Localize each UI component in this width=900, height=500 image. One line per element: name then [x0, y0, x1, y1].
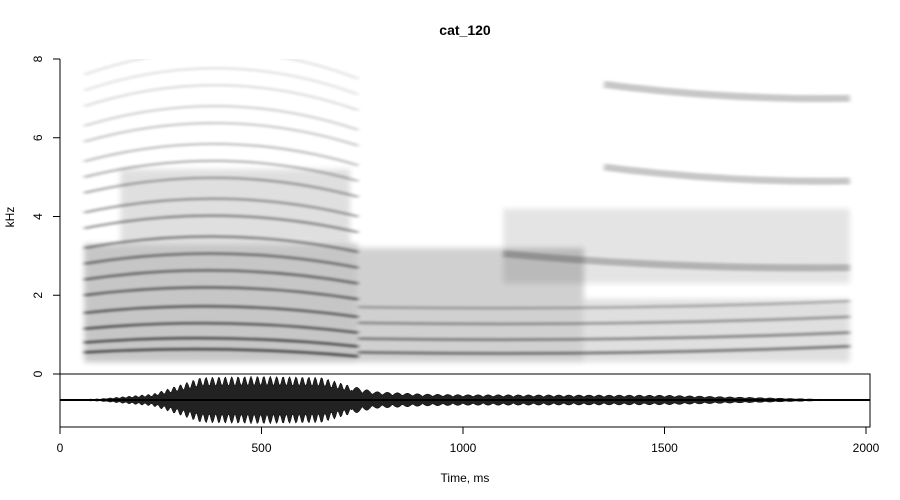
harmonic-band	[84, 348, 359, 358]
harmonic-band	[83, 235, 359, 254]
x-tick-label: 1500	[651, 441, 678, 455]
y-axis-label: kHz	[3, 207, 17, 228]
harmonic-band	[83, 159, 359, 183]
harmonic-band	[358, 299, 850, 310]
spectrogram-area	[83, 59, 850, 363]
harmonic-band	[84, 305, 359, 319]
y-axis: 0 2 4 6 8	[31, 55, 61, 377]
harmonic-band	[84, 252, 359, 269]
harmonic-band	[83, 176, 359, 198]
harmonic-band	[83, 121, 359, 147]
y-tick-label: 4	[31, 213, 45, 220]
harmonic-band	[83, 104, 359, 131]
harmonic-band	[84, 322, 359, 334]
y-tick-label: 6	[31, 134, 45, 141]
harmonic-band	[83, 197, 359, 218]
energy-region	[503, 208, 850, 284]
harmonic-band	[83, 214, 359, 234]
harmonic-band	[83, 142, 359, 167]
chart-title: cat_120	[439, 22, 491, 38]
y-tick-label: 8	[31, 55, 45, 62]
harmonic-band	[84, 286, 359, 301]
oscillogram-area	[60, 375, 870, 425]
x-axis: 0 500 1000 1500 2000	[57, 426, 880, 455]
formant-band	[603, 163, 850, 185]
harmonic-band	[84, 337, 359, 348]
x-tick-label: 500	[251, 441, 271, 455]
formant-band	[502, 250, 850, 272]
harmonic-band	[83, 84, 359, 112]
harmonic-band	[83, 59, 359, 80]
formant-band	[603, 80, 850, 103]
harmonic-band	[84, 269, 359, 285]
harmonic-band	[358, 331, 850, 342]
harmonic-band	[358, 345, 850, 355]
x-tick-label: 2000	[853, 441, 880, 455]
x-tick-label: 1000	[450, 441, 477, 455]
x-axis-label: Time, ms	[441, 471, 490, 485]
harmonic-band	[358, 315, 850, 326]
harmonic-band	[83, 67, 359, 96]
y-tick-label: 0	[31, 370, 45, 377]
y-tick-label: 2	[31, 292, 45, 299]
x-tick-label: 0	[57, 441, 64, 455]
